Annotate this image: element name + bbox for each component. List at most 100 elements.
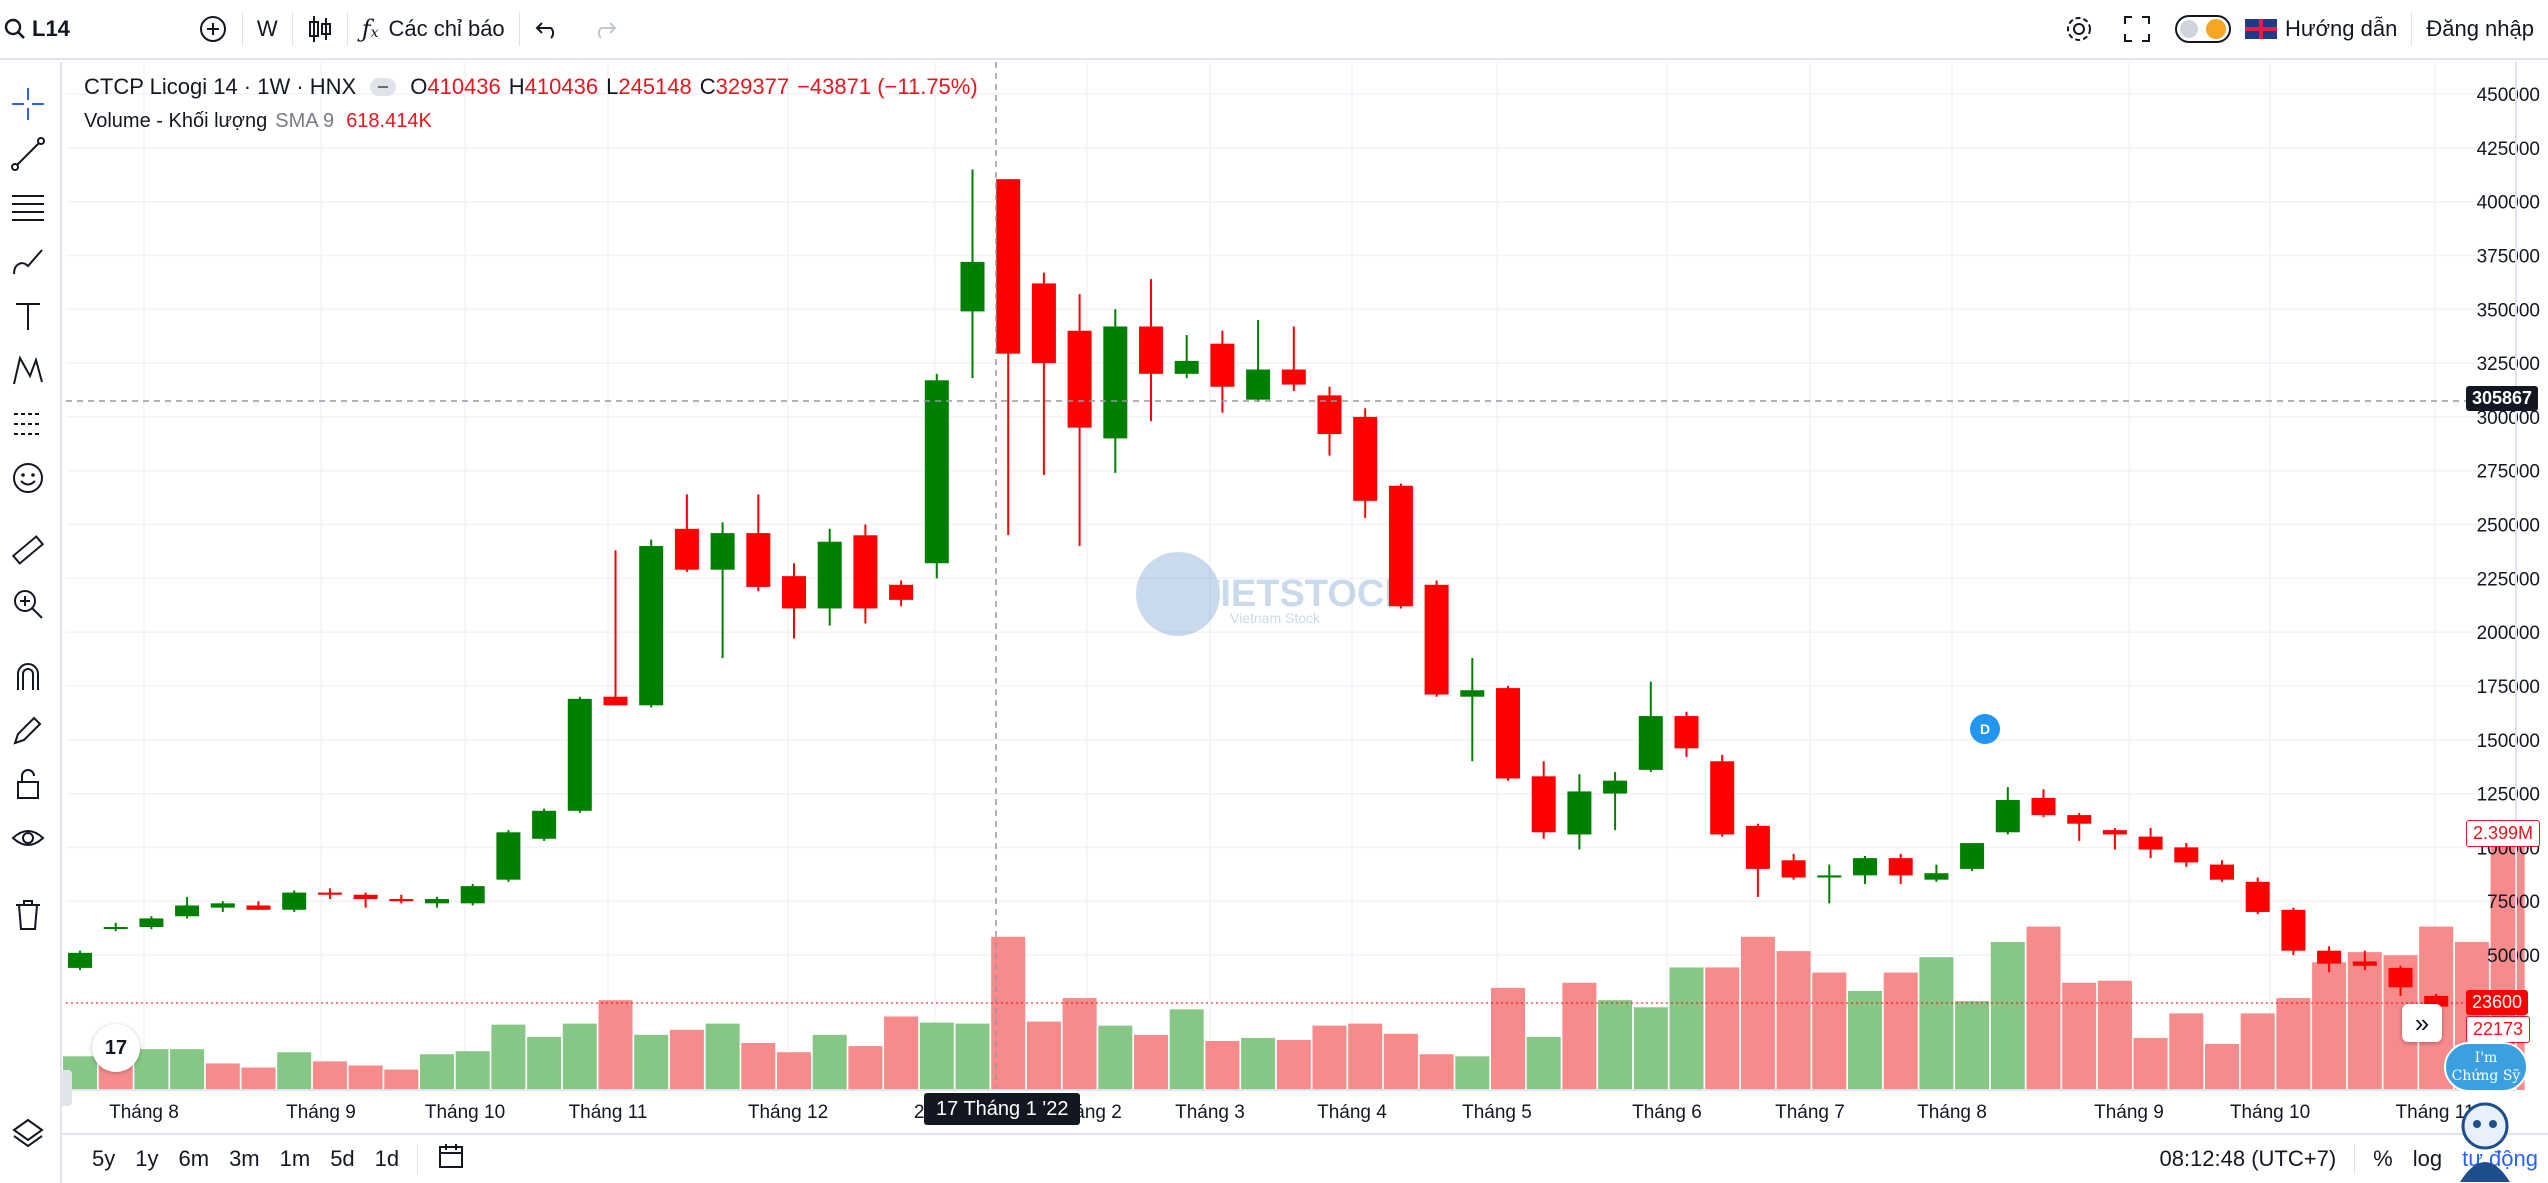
theme-toggle[interactable] <box>2175 15 2231 43</box>
trendline-icon <box>11 137 45 171</box>
compare-button[interactable] <box>184 0 242 59</box>
guide-link[interactable]: Hướng dẫn <box>2241 0 2411 59</box>
y-tick-label: 350000 <box>2477 300 2540 321</box>
pencil-lock-icon <box>13 716 42 745</box>
candle-body <box>889 584 914 600</box>
chung-sy-mascot[interactable]: I'm Chứng Sỹ <box>2440 1040 2540 1183</box>
candle-body <box>1103 326 1128 439</box>
divider <box>2354 1144 2356 1174</box>
sun-icon <box>2206 19 2226 39</box>
volume-bar <box>562 1023 597 1090</box>
crosshair-tool[interactable] <box>10 86 46 122</box>
volume-bar <box>1990 941 2025 1090</box>
volume-bar <box>1026 1021 1061 1090</box>
collapse-legend-icon[interactable] <box>370 78 397 96</box>
candle-body <box>674 528 699 570</box>
range-3m[interactable]: 3m <box>229 1146 260 1171</box>
range-1m[interactable]: 1m <box>279 1146 311 1171</box>
volume-bar <box>1740 936 1775 1090</box>
redo-button[interactable] <box>576 0 632 59</box>
visibility-tool[interactable] <box>10 820 46 856</box>
interval-button[interactable]: W <box>243 0 292 59</box>
lock-icon <box>17 769 39 799</box>
zoom-tool[interactable] <box>10 586 46 622</box>
fib-tool[interactable] <box>10 190 46 226</box>
range-1d[interactable]: 1d <box>374 1146 400 1171</box>
volume-label[interactable]: Volume - Khối lượng <box>84 109 268 132</box>
indicators-button[interactable]: ƒx Các chỉ báo <box>348 0 519 59</box>
search-icon <box>4 18 25 39</box>
y-tick-label: 225000 <box>2477 569 2540 590</box>
crosshair-icon <box>12 88 44 120</box>
volume-last-tag: 2.399M <box>2466 820 2541 847</box>
login-button[interactable]: Đăng nhập <box>2412 0 2548 59</box>
sma-last-tag: 22173 <box>2466 1016 2531 1043</box>
range-1y[interactable]: 1y <box>135 1146 159 1171</box>
volume-bar <box>1134 1034 1168 1090</box>
prediction-tool[interactable] <box>10 406 46 442</box>
watermark-subtext: Vietnam Stock <box>1230 610 1321 626</box>
undo-button[interactable] <box>520 0 576 59</box>
volume-series <box>63 845 2525 1090</box>
close-value: 329377 <box>715 74 790 99</box>
y-tick-label: 125000 <box>2477 785 2540 806</box>
volume-bar <box>777 1052 811 1090</box>
collapse-handle[interactable] <box>62 1070 72 1106</box>
candle-body <box>1853 858 1877 876</box>
candle-body <box>2174 847 2199 863</box>
volume-bar <box>1633 1007 1668 1090</box>
volume-bar <box>2347 952 2382 1090</box>
draw-mode-tool[interactable] <box>10 712 46 748</box>
change-value: −43871 (−11.75%) <box>797 74 978 99</box>
candle-body <box>246 905 271 910</box>
symbol-search[interactable]: L14 <box>0 0 84 59</box>
lock-tool[interactable] <box>10 766 46 802</box>
emoji-tool[interactable] <box>10 460 46 496</box>
object-tree-tool[interactable] <box>10 1114 46 1150</box>
scroll-to-realtime-button[interactable]: » <box>2402 1004 2442 1042</box>
volume-bar <box>491 1024 526 1090</box>
mascot-text-line-2: Chứng Sỹ <box>2451 1068 2521 1084</box>
volume-bar <box>634 1034 669 1090</box>
dividend-marker[interactable]: D <box>1970 714 2000 744</box>
measure-tool[interactable] <box>10 532 46 568</box>
chart-type-button[interactable] <box>293 0 347 59</box>
y-tick-label: 375000 <box>2477 246 2540 267</box>
trendline-tool[interactable] <box>10 136 46 172</box>
log-toggle[interactable]: log <box>2412 1146 2443 1171</box>
volume-bar <box>1491 987 1525 1090</box>
text-tool[interactable] <box>10 298 46 334</box>
range-5d[interactable]: 5d <box>330 1146 355 1171</box>
brush-tool[interactable] <box>10 244 46 280</box>
tradingview-logo[interactable]: 17 <box>92 1024 140 1072</box>
volume-bar <box>2276 998 2311 1090</box>
zoom-in-icon <box>14 590 43 619</box>
series-title[interactable]: CTCP Licogi 14 · 1W · HNX <box>84 74 357 99</box>
clock-time[interactable]: 08:12:48 (UTC+7) <box>2159 1146 2337 1171</box>
percent-toggle[interactable]: % <box>2373 1146 2393 1171</box>
delete-tool[interactable] <box>10 896 46 932</box>
divider <box>291 12 293 46</box>
magnet-tool[interactable] <box>10 658 46 694</box>
candle-body <box>1603 780 1628 794</box>
volume-bar <box>1276 1039 1311 1090</box>
volume-bar <box>741 1043 776 1090</box>
volume-bar <box>205 1063 240 1090</box>
candle-body <box>210 903 235 908</box>
volume-bar <box>455 1051 490 1090</box>
volume-bar <box>1098 1025 1133 1090</box>
settings-button[interactable] <box>2049 0 2109 59</box>
watermark-logo-circle <box>1136 552 1220 636</box>
price-axis: 5000075000100000125000150000175000200000… <box>2477 85 2540 967</box>
pattern-tool[interactable] <box>10 352 46 388</box>
range-5y[interactable]: 5y <box>92 1146 116 1171</box>
range-6m[interactable]: 6m <box>178 1146 210 1171</box>
volume-bar <box>2133 1037 2168 1090</box>
volume-bar <box>1669 967 1704 1090</box>
fullscreen-button[interactable] <box>2109 0 2165 59</box>
candle-body <box>567 698 592 811</box>
candle-body <box>532 810 557 839</box>
goto-date-button[interactable] <box>426 1142 476 1176</box>
